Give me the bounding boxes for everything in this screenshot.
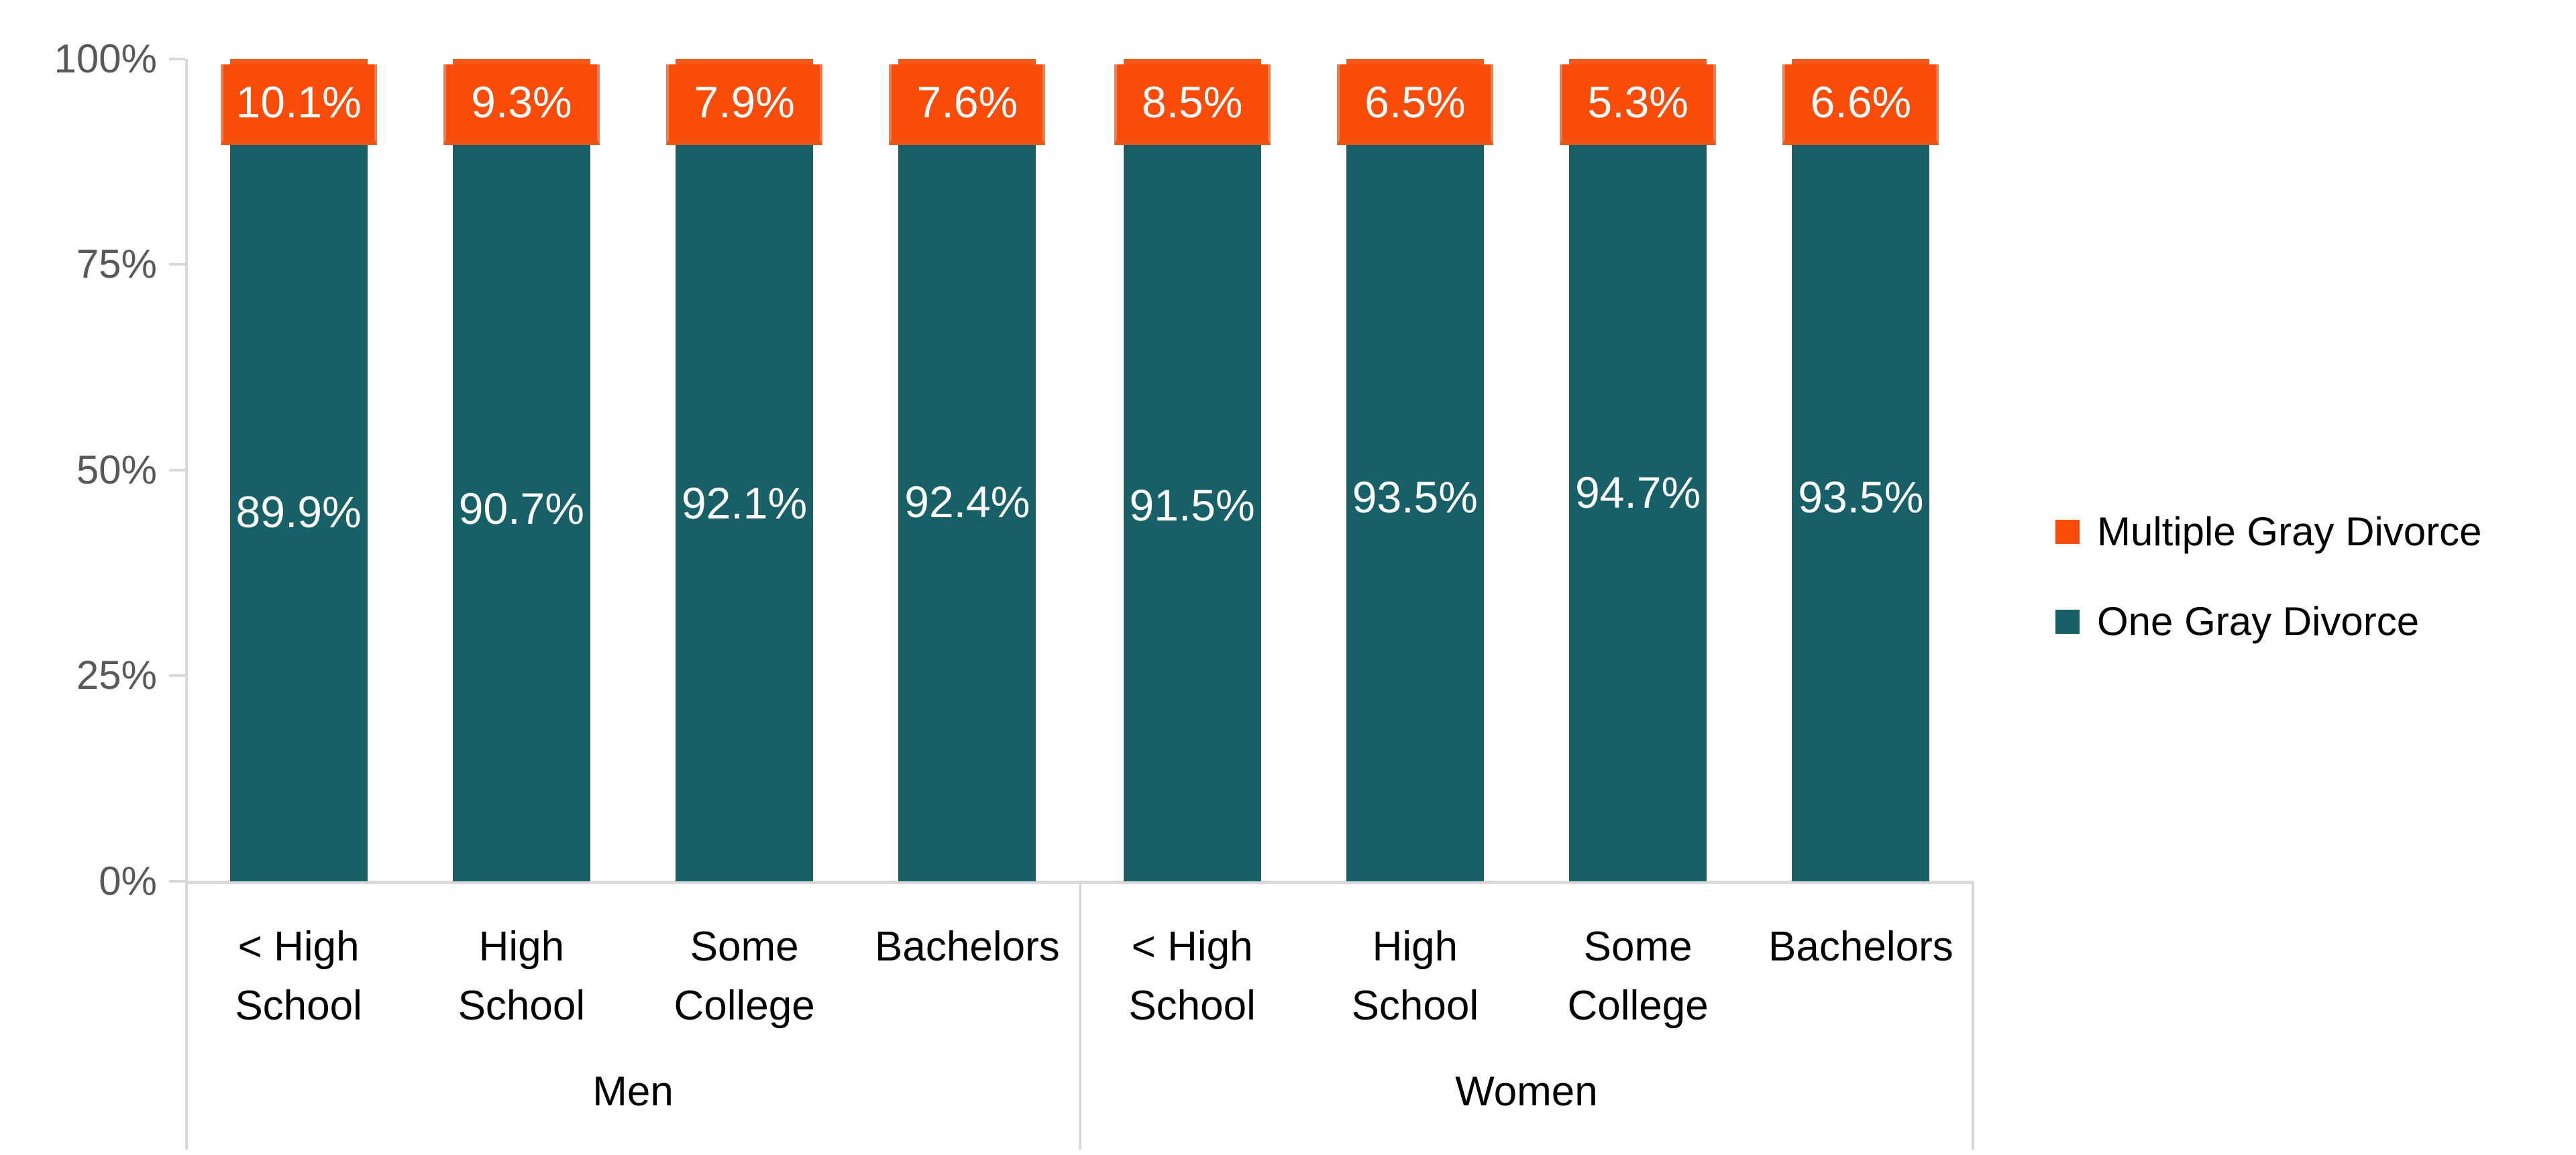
category-line1: Bachelors (875, 924, 1060, 970)
multiple-value-callout: 8.5% (1114, 64, 1271, 145)
category-label: High School (1302, 918, 1527, 1036)
legend-swatch-one-icon (2055, 610, 2080, 634)
multiple-value-label: 9.3% (471, 77, 572, 127)
category-line2: School (1351, 983, 1479, 1029)
legend-swatch-multiple-icon (2055, 520, 2080, 544)
category-line1: Some (1583, 924, 1693, 970)
one-value-label: 90.7% (458, 484, 584, 533)
category-line1: High (478, 924, 565, 970)
category-label: Some College (1525, 918, 1751, 1036)
y-tick-label: 75% (76, 241, 157, 286)
y-axis-line (185, 59, 188, 1150)
bar-segment-one (676, 124, 814, 881)
category-line1: High (1372, 924, 1458, 970)
y-tick-mark (169, 880, 185, 883)
bar-men-bachelors: 7.6% 92.4% (889, 59, 1046, 881)
legend-item-multiple-gray-divorce: Multiple Gray Divorce (2055, 508, 2482, 556)
category-label: < High School (1079, 918, 1305, 1036)
group-separator-right (1972, 881, 1974, 1150)
one-value-label: 92.4% (904, 476, 1030, 527)
legend-label: One Gray Divorce (2097, 599, 2420, 644)
bar-segment-one (1346, 113, 1484, 881)
multiple-value-callout: 9.3% (443, 64, 600, 145)
multiple-value-callout: 7.9% (666, 64, 823, 145)
y-tick-label: 50% (76, 447, 157, 492)
multiple-value-callout: 6.6% (1782, 64, 1939, 145)
category-line1: Bachelors (1768, 924, 1953, 970)
category-label: Bachelors (1748, 918, 1974, 977)
bar-men-high-school: 9.3% 90.7% (443, 59, 600, 881)
legend-label: Multiple Gray Divorce (2097, 509, 2482, 554)
category-line1: Some (690, 924, 799, 970)
multiple-value-label: 6.6% (1810, 77, 1912, 127)
bar-segment-one (452, 135, 590, 881)
bar-women-some-college: 5.3% 94.7% (1560, 59, 1717, 881)
category-label: High School (409, 918, 634, 1036)
category-line1: < High (237, 924, 360, 970)
y-tick-mark (169, 58, 185, 60)
one-value-label: 94.7% (1575, 467, 1701, 517)
bar-segment-one (1792, 113, 1930, 881)
multiple-value-callout: 5.3% (1560, 64, 1717, 145)
one-value-label: 93.5% (1798, 472, 1924, 522)
one-value-label: 92.1% (682, 478, 808, 528)
one-value-label: 89.9% (235, 487, 362, 537)
y-tick-label: 0% (99, 859, 157, 903)
bar-segment-one (1123, 129, 1261, 881)
category-line2: College (674, 983, 815, 1029)
multiple-value-callout: 7.6% (889, 64, 1046, 145)
y-tick-label: 100% (54, 36, 157, 81)
bar-men-some-college: 7.9% 92.1% (666, 59, 823, 881)
y-tick-label: 25% (76, 653, 157, 698)
multiple-value-label: 8.5% (1141, 77, 1243, 127)
multiple-value-label: 6.5% (1364, 77, 1466, 127)
bar-segment-one (898, 121, 1036, 881)
category-label: < High School (186, 918, 411, 1036)
y-tick-mark (169, 469, 185, 472)
bar-women-high-school: 6.5% 93.5% (1336, 59, 1493, 881)
group-label-women: Women (1455, 1068, 1598, 1115)
category-label: Bachelors (855, 918, 1080, 977)
y-tick-mark (169, 263, 185, 266)
category-line2: College (1567, 983, 1709, 1029)
y-tick-mark (169, 674, 185, 677)
category-line2: School (1128, 983, 1256, 1029)
one-value-label: 91.5% (1129, 480, 1255, 530)
bar-segment-one (229, 142, 368, 881)
bar-women-lt-high-school: 8.5% 91.5% (1114, 59, 1271, 881)
multiple-value-callout: 10.1% (220, 64, 377, 145)
group-separator-men-women (1079, 881, 1081, 1150)
multiple-value-label: 7.6% (916, 77, 1018, 127)
bar-segment-one (1569, 103, 1707, 881)
bar-men-lt-high-school: 10.1% 89.9% (220, 59, 377, 881)
legend-item-one-gray-divorce: One Gray Divorce (2055, 598, 2419, 646)
bar-women-bachelors: 6.6% 93.5% (1782, 59, 1939, 881)
category-line2: School (458, 983, 586, 1029)
category-line1: < High (1131, 924, 1253, 970)
category-line2: School (235, 983, 362, 1029)
multiple-value-label: 10.1% (235, 77, 362, 127)
one-value-label: 93.5% (1352, 472, 1478, 522)
multiple-value-label: 7.9% (694, 77, 795, 127)
category-label: Some College (632, 918, 857, 1036)
group-label-men: Men (592, 1068, 674, 1115)
multiple-value-callout: 6.5% (1336, 64, 1493, 145)
multiple-value-label: 5.3% (1587, 77, 1688, 127)
